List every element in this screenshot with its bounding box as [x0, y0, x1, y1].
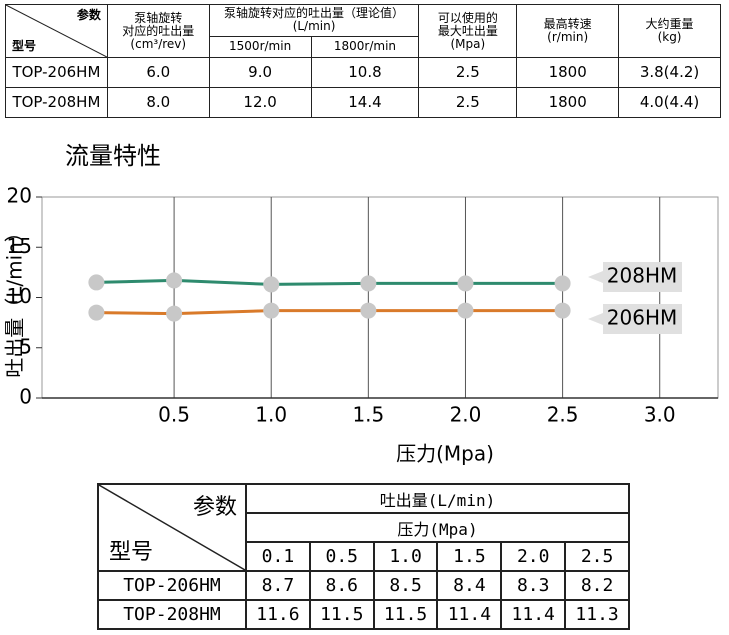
cell: 11.5 — [372, 599, 439, 630]
cell: 11.4 — [436, 599, 503, 630]
legend-box — [588, 304, 682, 334]
param-label: 参数 — [192, 495, 237, 520]
y-tick-label: 5 — [19, 334, 32, 358]
cell: 8.2 — [564, 570, 630, 601]
header-line: 对应的吐出量 — [122, 23, 195, 38]
model-label: 型号 — [109, 540, 154, 565]
point — [88, 304, 105, 321]
sub-header: 1800r/min — [310, 35, 420, 59]
chart: 流量特性 吐出量（L/min） 压力(Mpa) 0 5 10 15 20 0.5 1.0 1.… — [3, 142, 719, 466]
point — [457, 275, 474, 292]
cell: 1800 — [516, 57, 620, 88]
cell: 8.3 — [500, 570, 567, 601]
legend-box — [588, 262, 682, 292]
param-label: 参数 — [76, 8, 101, 22]
cell: 8.7 — [245, 570, 311, 601]
cell: 11.3 — [564, 599, 630, 630]
cell: 12.0 — [208, 87, 312, 118]
point — [360, 302, 377, 319]
spec-table: 参数 型号 泵轴旋转 对应的吐出量 (cm³/rev) 泵轴旋转对应的吐出量（理论值… — [5, 4, 721, 118]
diag-header: 参数 型号 — [5, 4, 108, 58]
cell: 8.0 — [106, 87, 210, 118]
header-line: 泵轴旋转 — [134, 10, 183, 25]
point — [554, 275, 571, 292]
pressure-label: 压力(Mpa) — [245, 512, 630, 543]
x-tick-label: 2.0 — [450, 403, 482, 427]
cell: 2.5 — [418, 57, 518, 88]
header-line: 泵轴旋转对应的吐出量（理论值） — [224, 6, 405, 21]
x-tick-label: 1.5 — [352, 403, 384, 427]
point — [88, 274, 105, 291]
point — [263, 302, 280, 319]
series-line — [96, 309, 563, 316]
pressure: 1.5 — [436, 541, 503, 572]
cell: 2.5 — [418, 87, 518, 118]
header-line: 最大吐出量 — [437, 23, 498, 38]
cell: 11.4 — [500, 599, 567, 630]
header-line: 最高转速 — [543, 17, 592, 31]
y-tick-label: 15 — [7, 234, 32, 258]
y-axis-label: 吐出量（L/min） — [3, 222, 27, 378]
header-line: (Mpa) — [450, 36, 486, 51]
header: 泵轴旋转 对应的吐出量 (cm³/rev) — [106, 4, 210, 58]
legend-label: 208HM — [607, 264, 677, 288]
cell: 9.0 — [208, 57, 312, 88]
pressure: 0.5 — [308, 541, 375, 572]
x-tick-label: 3.0 — [644, 403, 676, 427]
cell: 3.8(4.2) — [618, 57, 721, 88]
model-label: 型号 — [12, 39, 37, 53]
chart-title: 流量特性 — [65, 142, 161, 170]
model-name: TOP-206HM — [5, 57, 108, 88]
header: 大约重量 (kg) — [618, 4, 721, 58]
header-line: 大约重量 — [645, 17, 694, 31]
model-name: TOP-206HM — [97, 570, 247, 601]
flow-label: 吐出量(L/min) — [245, 483, 630, 514]
cell: 6.0 — [106, 57, 210, 88]
cell: 11.6 — [245, 599, 311, 630]
point — [360, 275, 377, 292]
cell: 8.4 — [436, 570, 503, 601]
cell: 14.4 — [310, 87, 420, 118]
cell: 8.6 — [308, 570, 375, 601]
header-line: (L/min) — [292, 19, 336, 34]
x-tick-label: 0.5 — [158, 403, 190, 427]
x-tick-label: 1.0 — [255, 403, 287, 427]
pressure: 2.0 — [500, 541, 567, 572]
y-tick-label: 10 — [7, 284, 32, 308]
header-line: (kg) — [657, 30, 682, 44]
model-name: TOP-208HM — [5, 87, 108, 118]
flow-table: 参数 型号 吐出量(L/min) 压力(Mpa) 0.1 0.5 1.0 1.5 2.0… — [97, 483, 630, 630]
point — [166, 305, 183, 322]
point — [263, 276, 280, 293]
cell: 10.8 — [310, 57, 420, 88]
point — [457, 302, 474, 319]
pressure: 2.5 — [564, 541, 630, 572]
diag-header: 参数 型号 — [97, 483, 247, 572]
header: 泵轴旋转对应的吐出量（理论值） (L/min) — [208, 4, 420, 37]
pressure: 0.1 — [245, 541, 311, 572]
header-line: (r/min) — [547, 30, 589, 44]
y-tick-label: 0 — [19, 385, 32, 409]
series-line — [96, 278, 563, 286]
x-tick-label: 2.5 — [547, 403, 579, 427]
plot-frame — [41, 196, 719, 399]
point — [166, 272, 183, 289]
header: 可以使用的 最大吐出量 (Mpa) — [418, 4, 518, 58]
header-line: (cm³/rev) — [130, 36, 187, 51]
cell: 8.5 — [372, 570, 439, 601]
header: 最高转速 (r/min) — [516, 4, 620, 58]
cell: 4.0(4.4) — [618, 87, 721, 118]
sub-header: 1500r/min — [208, 35, 312, 59]
y-tick-label: 20 — [7, 184, 32, 208]
model-name: TOP-208HM — [97, 599, 247, 630]
x-axis-label: 压力(Mpa) — [396, 442, 494, 466]
pressure: 1.0 — [372, 541, 439, 572]
cell: 1800 — [516, 87, 620, 118]
cell: 11.5 — [308, 599, 375, 630]
point — [554, 302, 571, 319]
legend-label: 206HM — [607, 306, 677, 330]
header-line: 可以使用的 — [437, 10, 498, 25]
